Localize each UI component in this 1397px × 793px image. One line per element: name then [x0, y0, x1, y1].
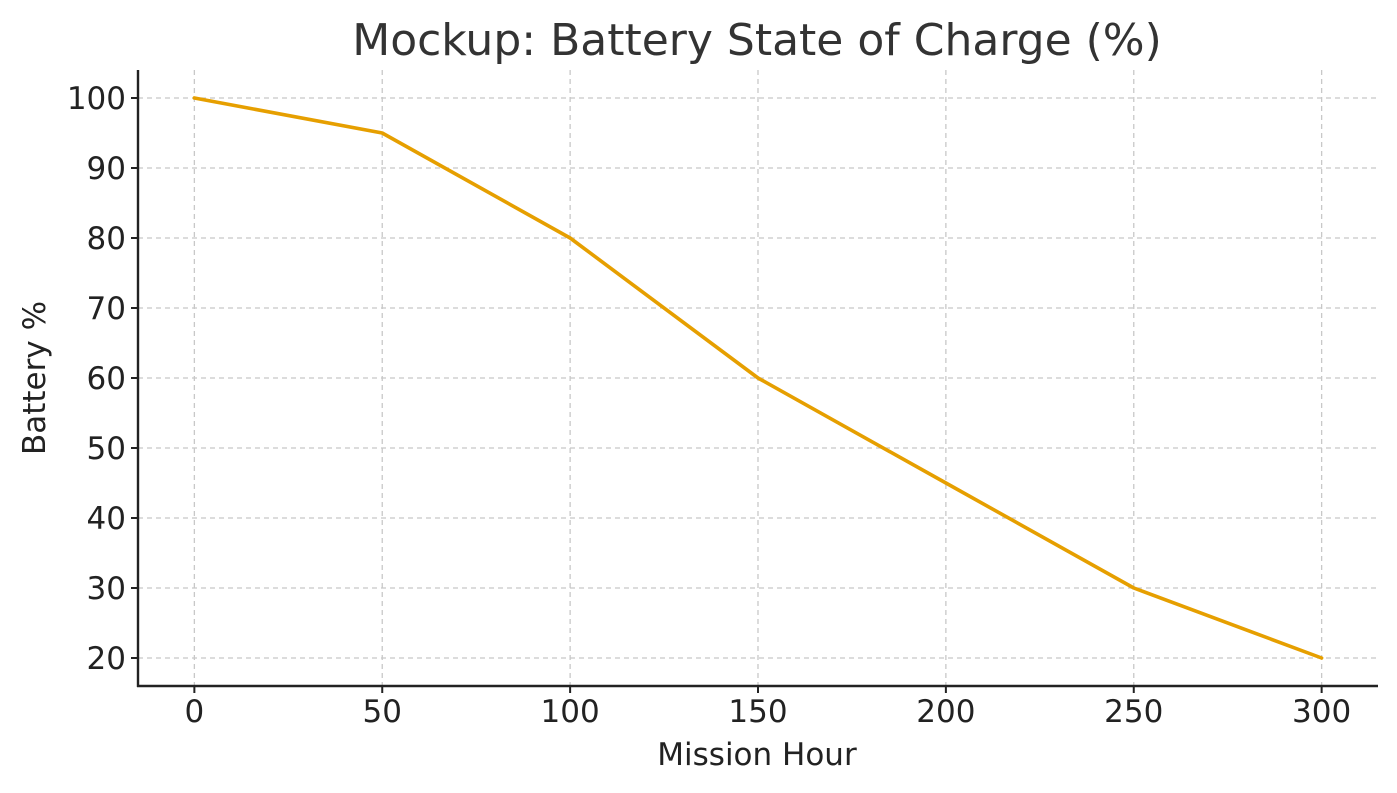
x-tick-label: 250 — [1104, 694, 1163, 730]
y-axis-label: Battery % — [17, 301, 53, 455]
x-axis-label: Mission Hour — [657, 737, 857, 773]
y-tick-label: 60 — [87, 361, 126, 397]
x-tick-label: 150 — [728, 694, 787, 730]
y-tick-label: 80 — [87, 221, 126, 257]
x-tick-label: 300 — [1292, 694, 1351, 730]
y-tick-label: 100 — [67, 81, 126, 117]
y-tick-label: 30 — [87, 571, 126, 607]
x-tick-label: 200 — [916, 694, 975, 730]
series — [192, 96, 1324, 660]
y-tick-label: 50 — [87, 431, 126, 467]
x-tick-label: 0 — [184, 694, 204, 730]
ticks: 0 50 100 150 200 250 300 20 30 40 50 60 70 80 90 100 — [67, 81, 1351, 730]
y-tick-label: 90 — [87, 151, 126, 187]
y-tick-label: 20 — [87, 641, 126, 677]
grid — [138, 70, 1378, 686]
y-tick-label: 40 — [87, 501, 126, 537]
y-tick-label: 70 — [87, 291, 126, 327]
chart-title: Mockup: Battery State of Charge (%) — [352, 15, 1162, 66]
x-tick-label: 100 — [541, 694, 600, 730]
x-tick-label: 50 — [363, 694, 402, 730]
